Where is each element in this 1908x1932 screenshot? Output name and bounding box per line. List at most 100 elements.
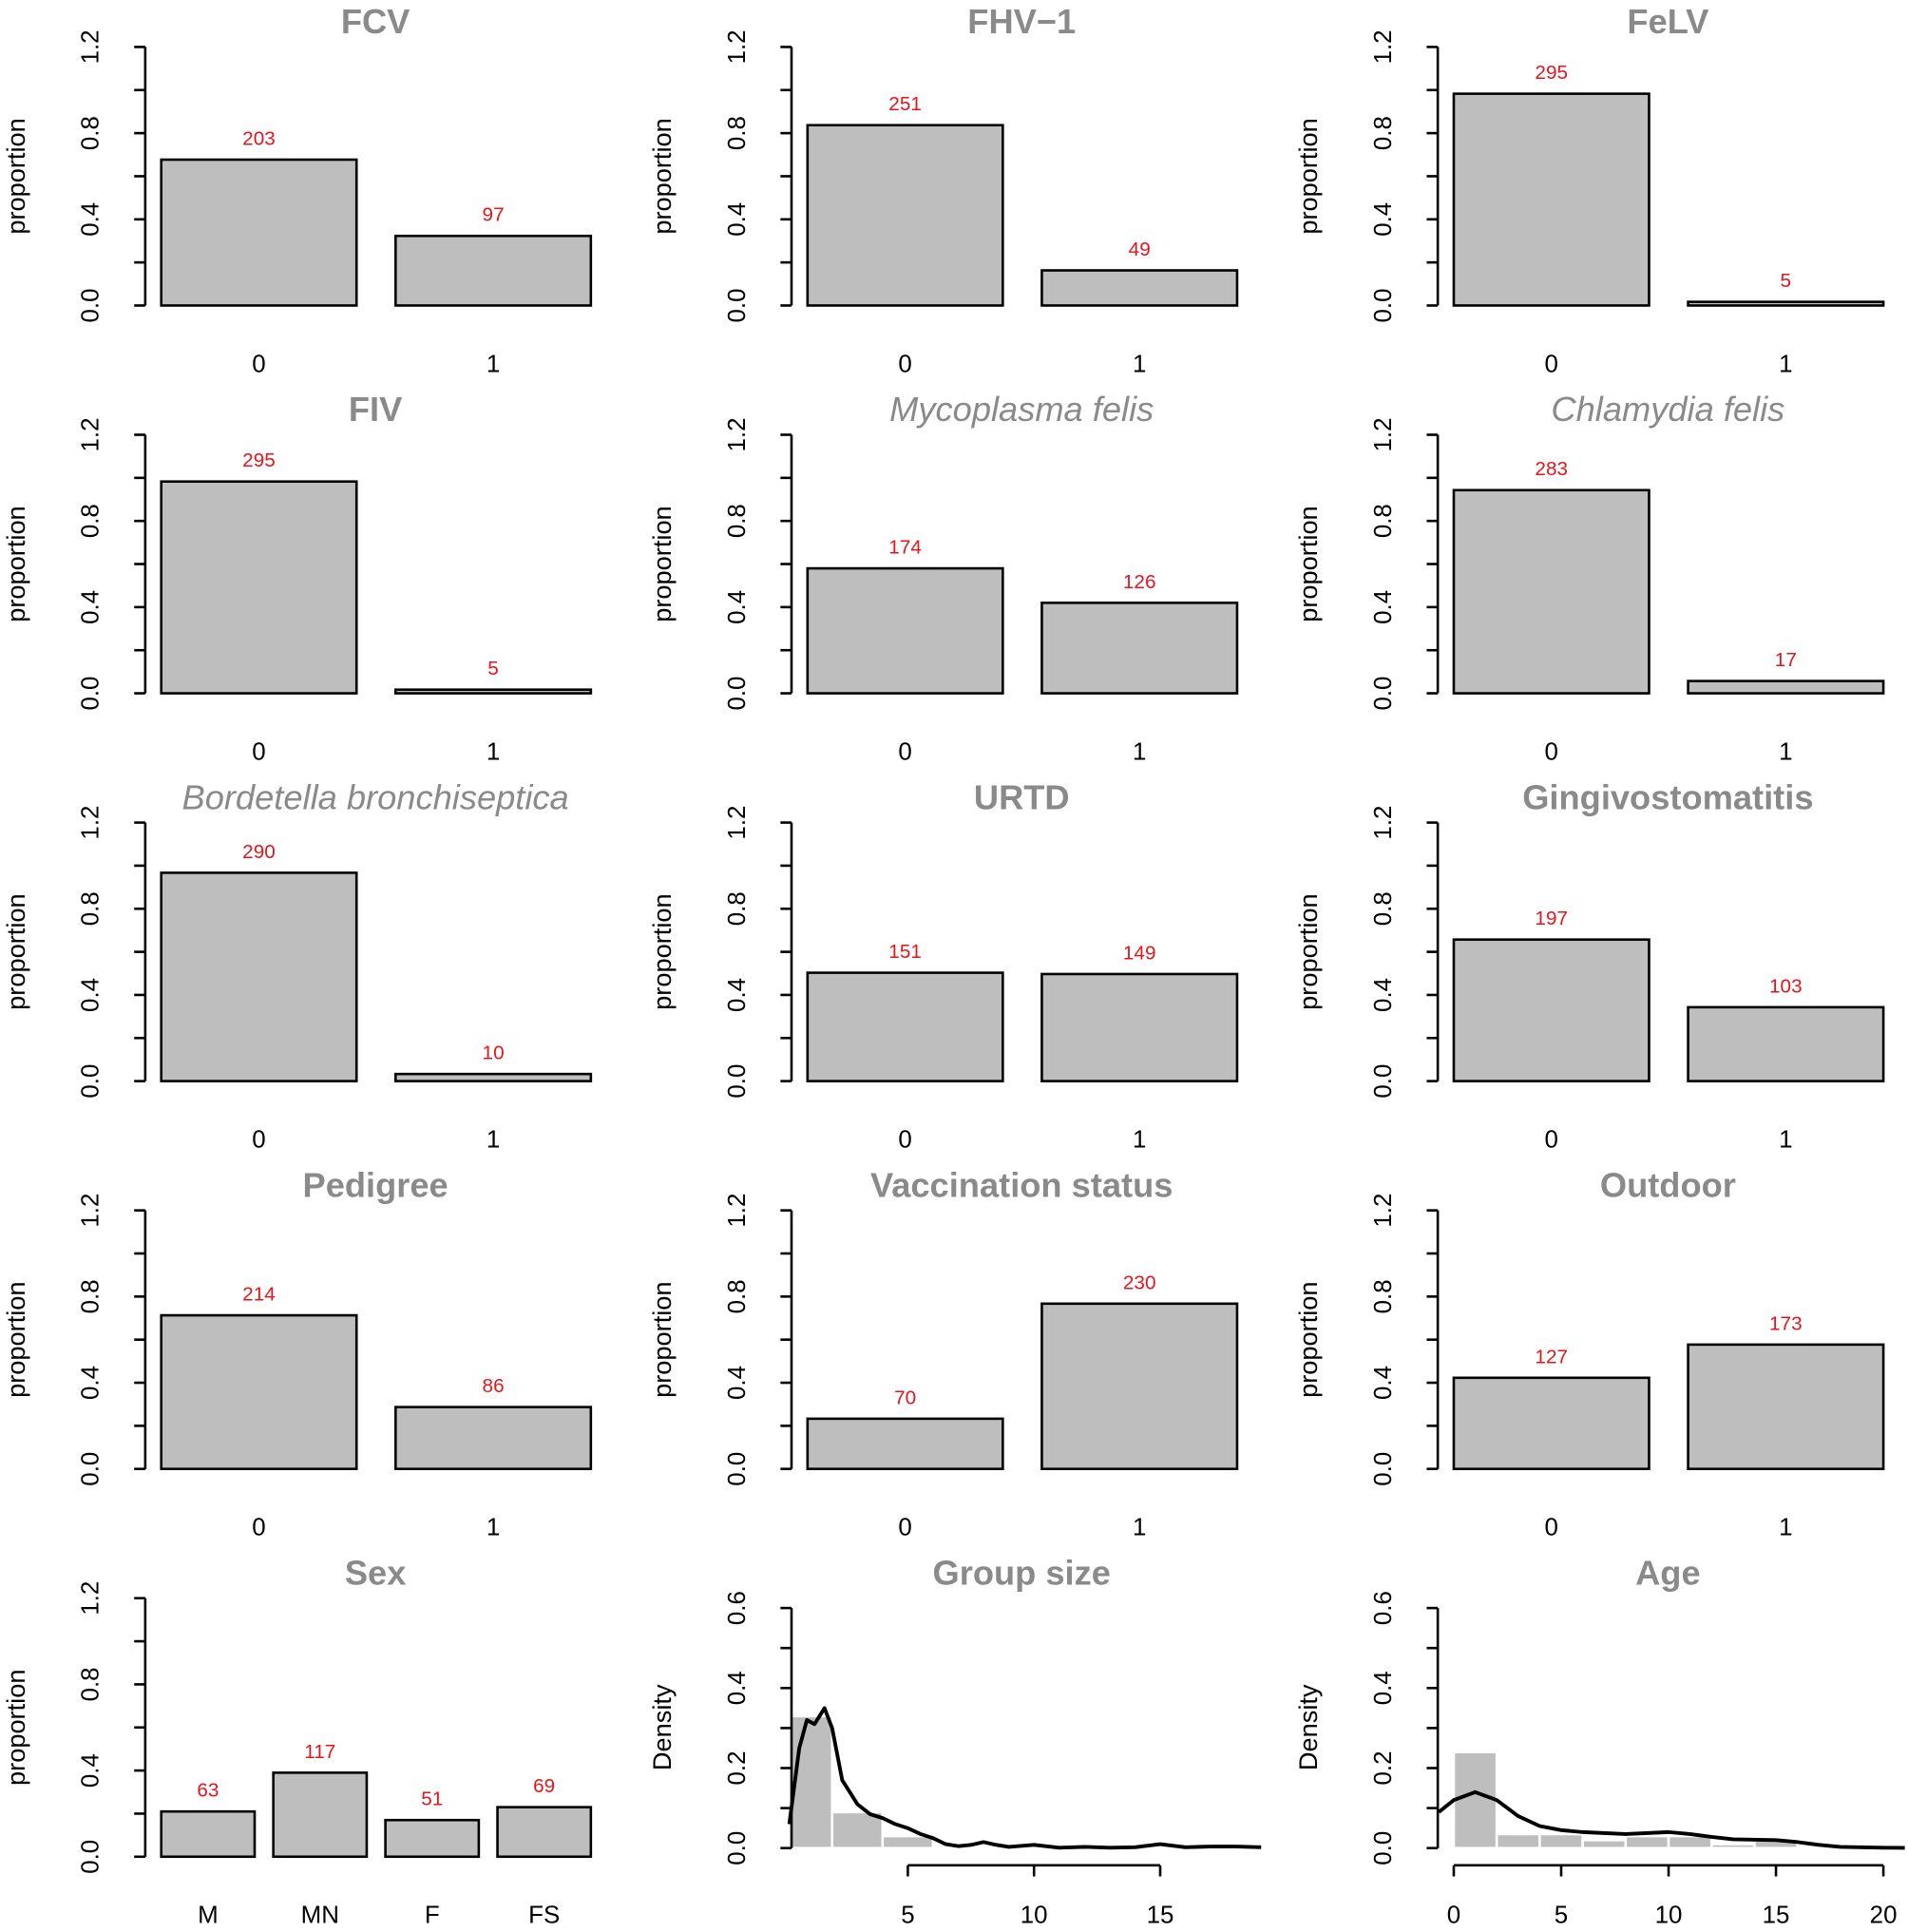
x-tick-label: 1 xyxy=(1779,351,1792,377)
panel-chlamydia-felis: Chlamydia felis 0.0 0.4 0.8 1.2 proportion 283… xyxy=(1293,390,1885,766)
count-label: 295 xyxy=(1535,62,1568,84)
count-label: 290 xyxy=(242,841,276,863)
count-label: 214 xyxy=(242,1284,276,1306)
count-label: 63 xyxy=(197,1780,219,1802)
panel-title: Outdoor xyxy=(1600,1165,1736,1204)
y-tick-label: 0.8 xyxy=(78,891,105,926)
y-tick-label: 0.8 xyxy=(724,504,751,538)
bar xyxy=(1452,1376,1650,1471)
x-tick-label: 0 xyxy=(898,1515,911,1541)
panel-title: Vaccination status xyxy=(870,1165,1173,1204)
count-label: 203 xyxy=(242,127,276,149)
y-tick-label: 0.8 xyxy=(724,891,751,926)
bar xyxy=(394,1406,593,1471)
count-label: 295 xyxy=(242,450,276,471)
y-tick-label: 0.4 xyxy=(78,978,105,1012)
count-label: 251 xyxy=(888,93,922,115)
x-tick-label: 0 xyxy=(898,351,911,377)
x-tick-label: 0 xyxy=(1545,351,1558,377)
y-tick-label: 0.0 xyxy=(724,1452,751,1486)
y-tick-label: 0.4 xyxy=(1370,590,1397,624)
y-tick-label: 0.0 xyxy=(1370,1831,1397,1865)
count-label: 283 xyxy=(1535,458,1568,480)
x-tick-label: 1 xyxy=(487,739,500,766)
bar xyxy=(496,1806,593,1859)
x-tick-label: FS xyxy=(528,1903,560,1929)
y-axis-label: proportion xyxy=(647,118,677,234)
count-label: 117 xyxy=(304,1741,335,1763)
y-tick-label: 0.0 xyxy=(724,1831,751,1865)
bar xyxy=(1452,938,1650,1082)
y-tick-label: 1.2 xyxy=(724,806,751,840)
x-tick-label: 10 xyxy=(1655,1903,1683,1929)
x-tick-label: 15 xyxy=(1147,1903,1174,1929)
bar xyxy=(394,234,593,307)
panel-title: Chlamydia felis xyxy=(1551,390,1784,429)
x-tick-label: 5 xyxy=(901,1903,914,1929)
bar xyxy=(1040,269,1239,307)
y-tick-label: 0.8 xyxy=(1370,504,1397,538)
bar xyxy=(160,480,358,695)
bar xyxy=(1687,300,1885,307)
y-tick-label: 0.0 xyxy=(78,677,105,711)
y-tick-label: 0.0 xyxy=(724,677,751,711)
y-axis-label: proportion xyxy=(647,506,677,622)
y-tick-label: 0.4 xyxy=(78,1753,105,1788)
x-tick-label: MN xyxy=(301,1903,339,1929)
x-tick-label: 1 xyxy=(1779,1127,1792,1154)
panel-title: Sex xyxy=(345,1553,407,1592)
y-tick-label: 0.8 xyxy=(78,1279,105,1313)
histogram-bar xyxy=(1667,1834,1713,1850)
y-axis-label: Density xyxy=(1293,1684,1323,1770)
x-tick-label: 0 xyxy=(898,1127,911,1154)
panel-vaccination-status: Vaccination status 0.0 0.4 0.8 1.2 proportion… xyxy=(647,1165,1239,1541)
x-tick-label: 1 xyxy=(487,1515,500,1541)
y-tick-label: 0.4 xyxy=(1370,1671,1397,1705)
histogram-bar xyxy=(1452,1750,1498,1850)
panel-title: FIV xyxy=(349,390,402,429)
y-axis-label: proportion xyxy=(647,1281,677,1397)
count-label: 127 xyxy=(1535,1346,1568,1368)
x-tick-label: 1 xyxy=(1779,739,1792,766)
y-axis-label: proportion xyxy=(1,118,30,234)
x-tick-label: M xyxy=(198,1903,219,1929)
y-axis-label: proportion xyxy=(1293,118,1323,234)
histogram-bar xyxy=(881,1834,935,1850)
histogram-bar xyxy=(1709,1843,1756,1850)
panel-fhv-1: FHV−1 0.0 0.4 0.8 1.2 proportion 251 0 49 1 xyxy=(647,2,1239,377)
bar xyxy=(1687,1005,1885,1082)
bar xyxy=(1452,488,1650,695)
x-tick-label: 0 xyxy=(1545,739,1558,766)
density-curve xyxy=(1437,1789,1905,1850)
panel-title: Pedigree xyxy=(303,1165,448,1204)
bar xyxy=(806,124,1004,307)
bar xyxy=(160,1809,257,1859)
y-axis-label: Density xyxy=(647,1684,677,1770)
y-tick-label: 0.0 xyxy=(1370,288,1397,322)
y-tick-label: 0.4 xyxy=(78,202,105,237)
panel-fiv: FIV 0.0 0.4 0.8 1.2 proportion 295 0 5 1 xyxy=(1,390,593,766)
bar xyxy=(394,1072,593,1082)
x-tick-label: 0 xyxy=(252,1515,265,1541)
panel-title: FCV xyxy=(341,2,410,41)
panel-fcv: FCV 0.0 0.4 0.8 1.2 proportion 203 0 97 1 xyxy=(1,2,593,377)
bar xyxy=(160,158,358,307)
histogram-bar xyxy=(1495,1832,1541,1850)
x-tick-label: 0 xyxy=(898,739,911,766)
y-tick-label: 0.0 xyxy=(78,288,105,322)
x-tick-label: 1 xyxy=(487,1127,500,1154)
count-label: 151 xyxy=(888,941,922,963)
panel-title: Bordetella bronchiseptica xyxy=(182,777,569,816)
count-label: 5 xyxy=(1781,270,1792,292)
y-tick-label: 0.8 xyxy=(724,116,751,150)
y-tick-label: 1.2 xyxy=(1370,417,1397,451)
bar xyxy=(1040,602,1239,695)
count-label: 5 xyxy=(487,658,499,679)
y-tick-label: 0.4 xyxy=(78,590,105,624)
y-axis-label: proportion xyxy=(1,1281,30,1397)
panel-urtd: URTD 0.0 0.4 0.8 1.2 proportion 151 0 149 1 xyxy=(647,777,1239,1154)
x-tick-label: 1 xyxy=(1133,351,1146,377)
y-tick-label: 0.8 xyxy=(724,1279,751,1313)
y-tick-label: 0.4 xyxy=(78,1366,105,1400)
y-tick-label: 0.8 xyxy=(1370,116,1397,150)
